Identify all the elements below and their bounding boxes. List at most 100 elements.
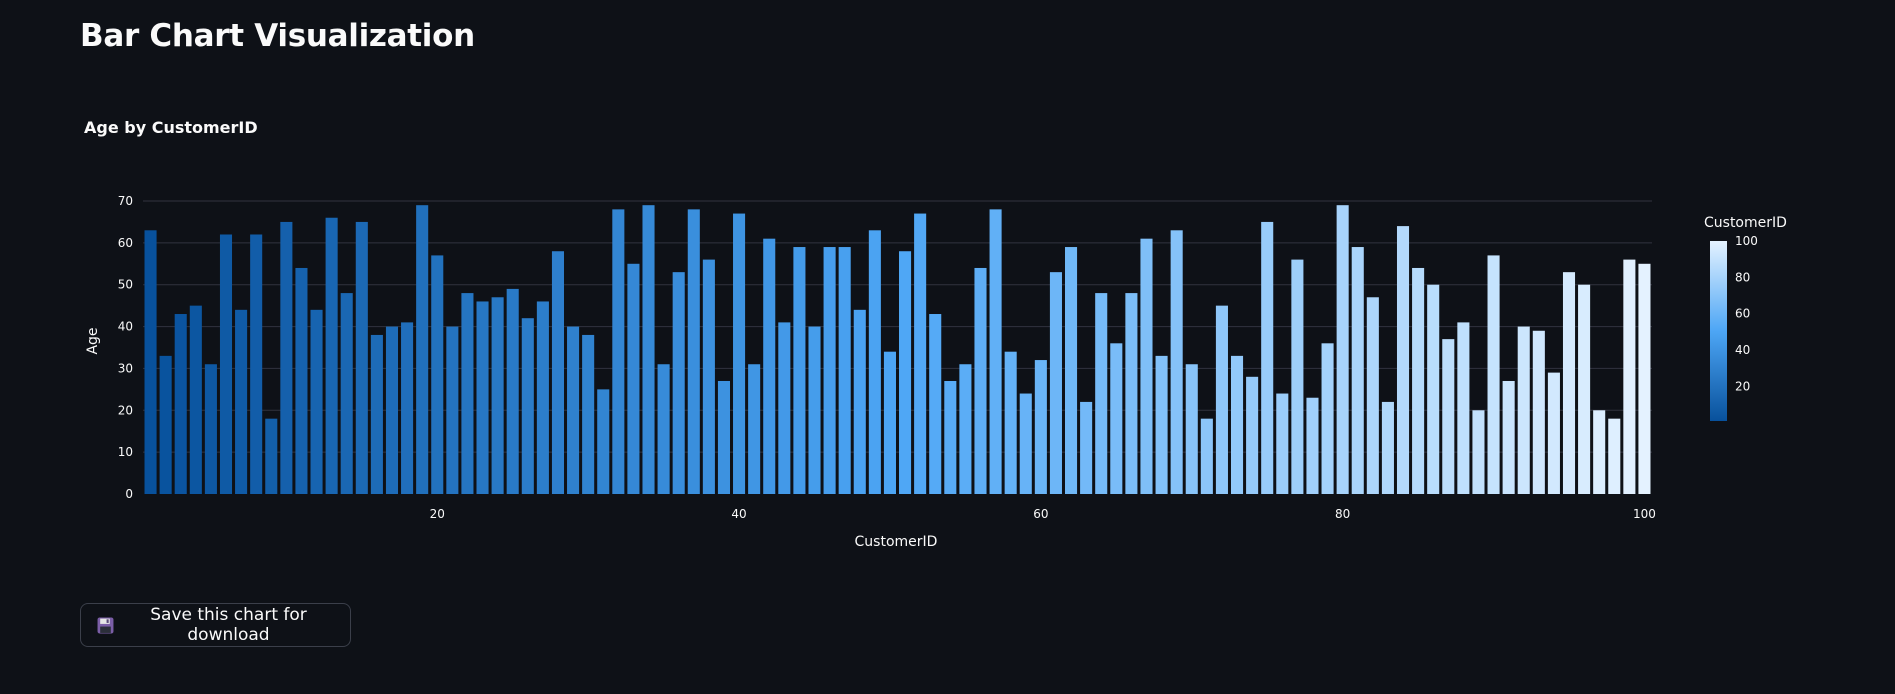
bar[interactable]	[219, 234, 233, 495]
bar[interactable]	[1562, 272, 1576, 494]
bar[interactable]	[1517, 326, 1530, 494]
bar[interactable]	[1246, 376, 1259, 494]
bar[interactable]	[325, 217, 338, 495]
bar[interactable]	[733, 213, 746, 494]
bar[interactable]	[1049, 272, 1062, 494]
bar[interactable]	[717, 380, 730, 494]
bar[interactable]	[1140, 238, 1153, 494]
bar[interactable]	[567, 326, 580, 494]
bar[interactable]	[1412, 267, 1425, 494]
bar[interactable]	[627, 263, 640, 494]
bar[interactable]	[431, 255, 444, 494]
bar[interactable]	[1019, 393, 1032, 494]
bar[interactable]	[974, 267, 987, 494]
bar[interactable]	[551, 251, 565, 494]
bar[interactable]	[597, 389, 610, 494]
bar[interactable]	[416, 205, 429, 494]
bar[interactable]	[536, 301, 549, 494]
bar[interactable]	[702, 259, 715, 494]
bar[interactable]	[1200, 418, 1213, 494]
bar[interactable]	[1623, 259, 1636, 494]
bar[interactable]	[491, 297, 504, 494]
bar[interactable]	[1034, 360, 1047, 494]
bar[interactable]	[1336, 205, 1349, 494]
bar[interactable]	[189, 305, 202, 494]
bar[interactable]	[385, 326, 399, 494]
bar[interactable]	[1065, 247, 1078, 494]
bar[interactable]	[808, 326, 821, 494]
bar[interactable]	[250, 234, 263, 495]
bar[interactable]	[1095, 293, 1108, 494]
bar[interactable]	[823, 247, 836, 494]
bar[interactable]	[1547, 372, 1560, 494]
bar[interactable]	[1261, 221, 1274, 494]
bar[interactable]	[1472, 410, 1485, 494]
bar[interactable]	[1110, 343, 1123, 494]
bar[interactable]	[1457, 322, 1470, 494]
bar[interactable]	[340, 293, 353, 494]
bar[interactable]	[144, 230, 157, 495]
bar[interactable]	[1351, 247, 1364, 494]
bar[interactable]	[506, 288, 519, 494]
bar[interactable]	[1004, 351, 1017, 494]
bar[interactable]	[521, 318, 534, 494]
bar[interactable]	[672, 272, 685, 494]
bar[interactable]	[1366, 297, 1379, 494]
bar[interactable]	[883, 351, 896, 494]
bar[interactable]	[642, 205, 655, 494]
bar[interactable]	[1578, 284, 1591, 494]
bar[interactable]	[899, 251, 912, 494]
bar[interactable]	[1638, 263, 1651, 494]
bar[interactable]	[1381, 401, 1394, 494]
bar[interactable]	[1502, 380, 1515, 494]
bar[interactable]	[1170, 230, 1183, 495]
bar[interactable]	[1230, 355, 1244, 494]
bar[interactable]	[838, 247, 851, 494]
bar[interactable]	[461, 293, 474, 494]
bar[interactable]	[929, 314, 942, 494]
bar[interactable]	[582, 334, 595, 494]
bar[interactable]	[401, 322, 414, 494]
bar[interactable]	[1291, 259, 1304, 494]
bar[interactable]	[1593, 410, 1606, 494]
bar[interactable]	[1306, 397, 1319, 494]
bar[interactable]	[687, 209, 700, 494]
bar[interactable]	[657, 364, 670, 494]
bar[interactable]	[159, 355, 172, 494]
bar[interactable]	[174, 314, 187, 494]
bar[interactable]	[265, 418, 278, 494]
bar[interactable]	[748, 364, 761, 494]
bar[interactable]	[778, 322, 791, 494]
bar[interactable]	[793, 247, 806, 494]
bar[interactable]	[1427, 284, 1440, 494]
bar[interactable]	[280, 221, 293, 494]
bar[interactable]	[1321, 343, 1334, 494]
bar[interactable]	[295, 267, 308, 494]
bar[interactable]	[1185, 364, 1198, 494]
bar[interactable]	[914, 213, 927, 494]
bar[interactable]	[1125, 293, 1138, 494]
bar[interactable]	[446, 326, 459, 494]
bar[interactable]	[959, 364, 972, 494]
bar[interactable]	[235, 309, 248, 494]
bar[interactable]	[1608, 418, 1621, 494]
bar[interactable]	[989, 209, 1002, 494]
chart-bars[interactable]	[144, 205, 1651, 495]
bar[interactable]	[944, 380, 957, 494]
bar[interactable]	[310, 309, 323, 494]
bar[interactable]	[1396, 226, 1410, 495]
bar[interactable]	[868, 230, 881, 495]
bar[interactable]	[370, 334, 383, 494]
bar[interactable]	[1080, 401, 1093, 494]
bar[interactable]	[853, 309, 866, 494]
bar[interactable]	[1442, 339, 1455, 494]
bar[interactable]	[1487, 255, 1500, 494]
bar[interactable]	[1215, 305, 1228, 494]
save-chart-button[interactable]: Save this chart for download	[80, 603, 351, 647]
bar[interactable]	[1532, 330, 1545, 494]
bar[interactable]	[204, 364, 217, 494]
bar[interactable]	[1276, 393, 1289, 494]
bar[interactable]	[1155, 355, 1168, 494]
bar[interactable]	[763, 238, 776, 494]
bar[interactable]	[355, 221, 368, 494]
